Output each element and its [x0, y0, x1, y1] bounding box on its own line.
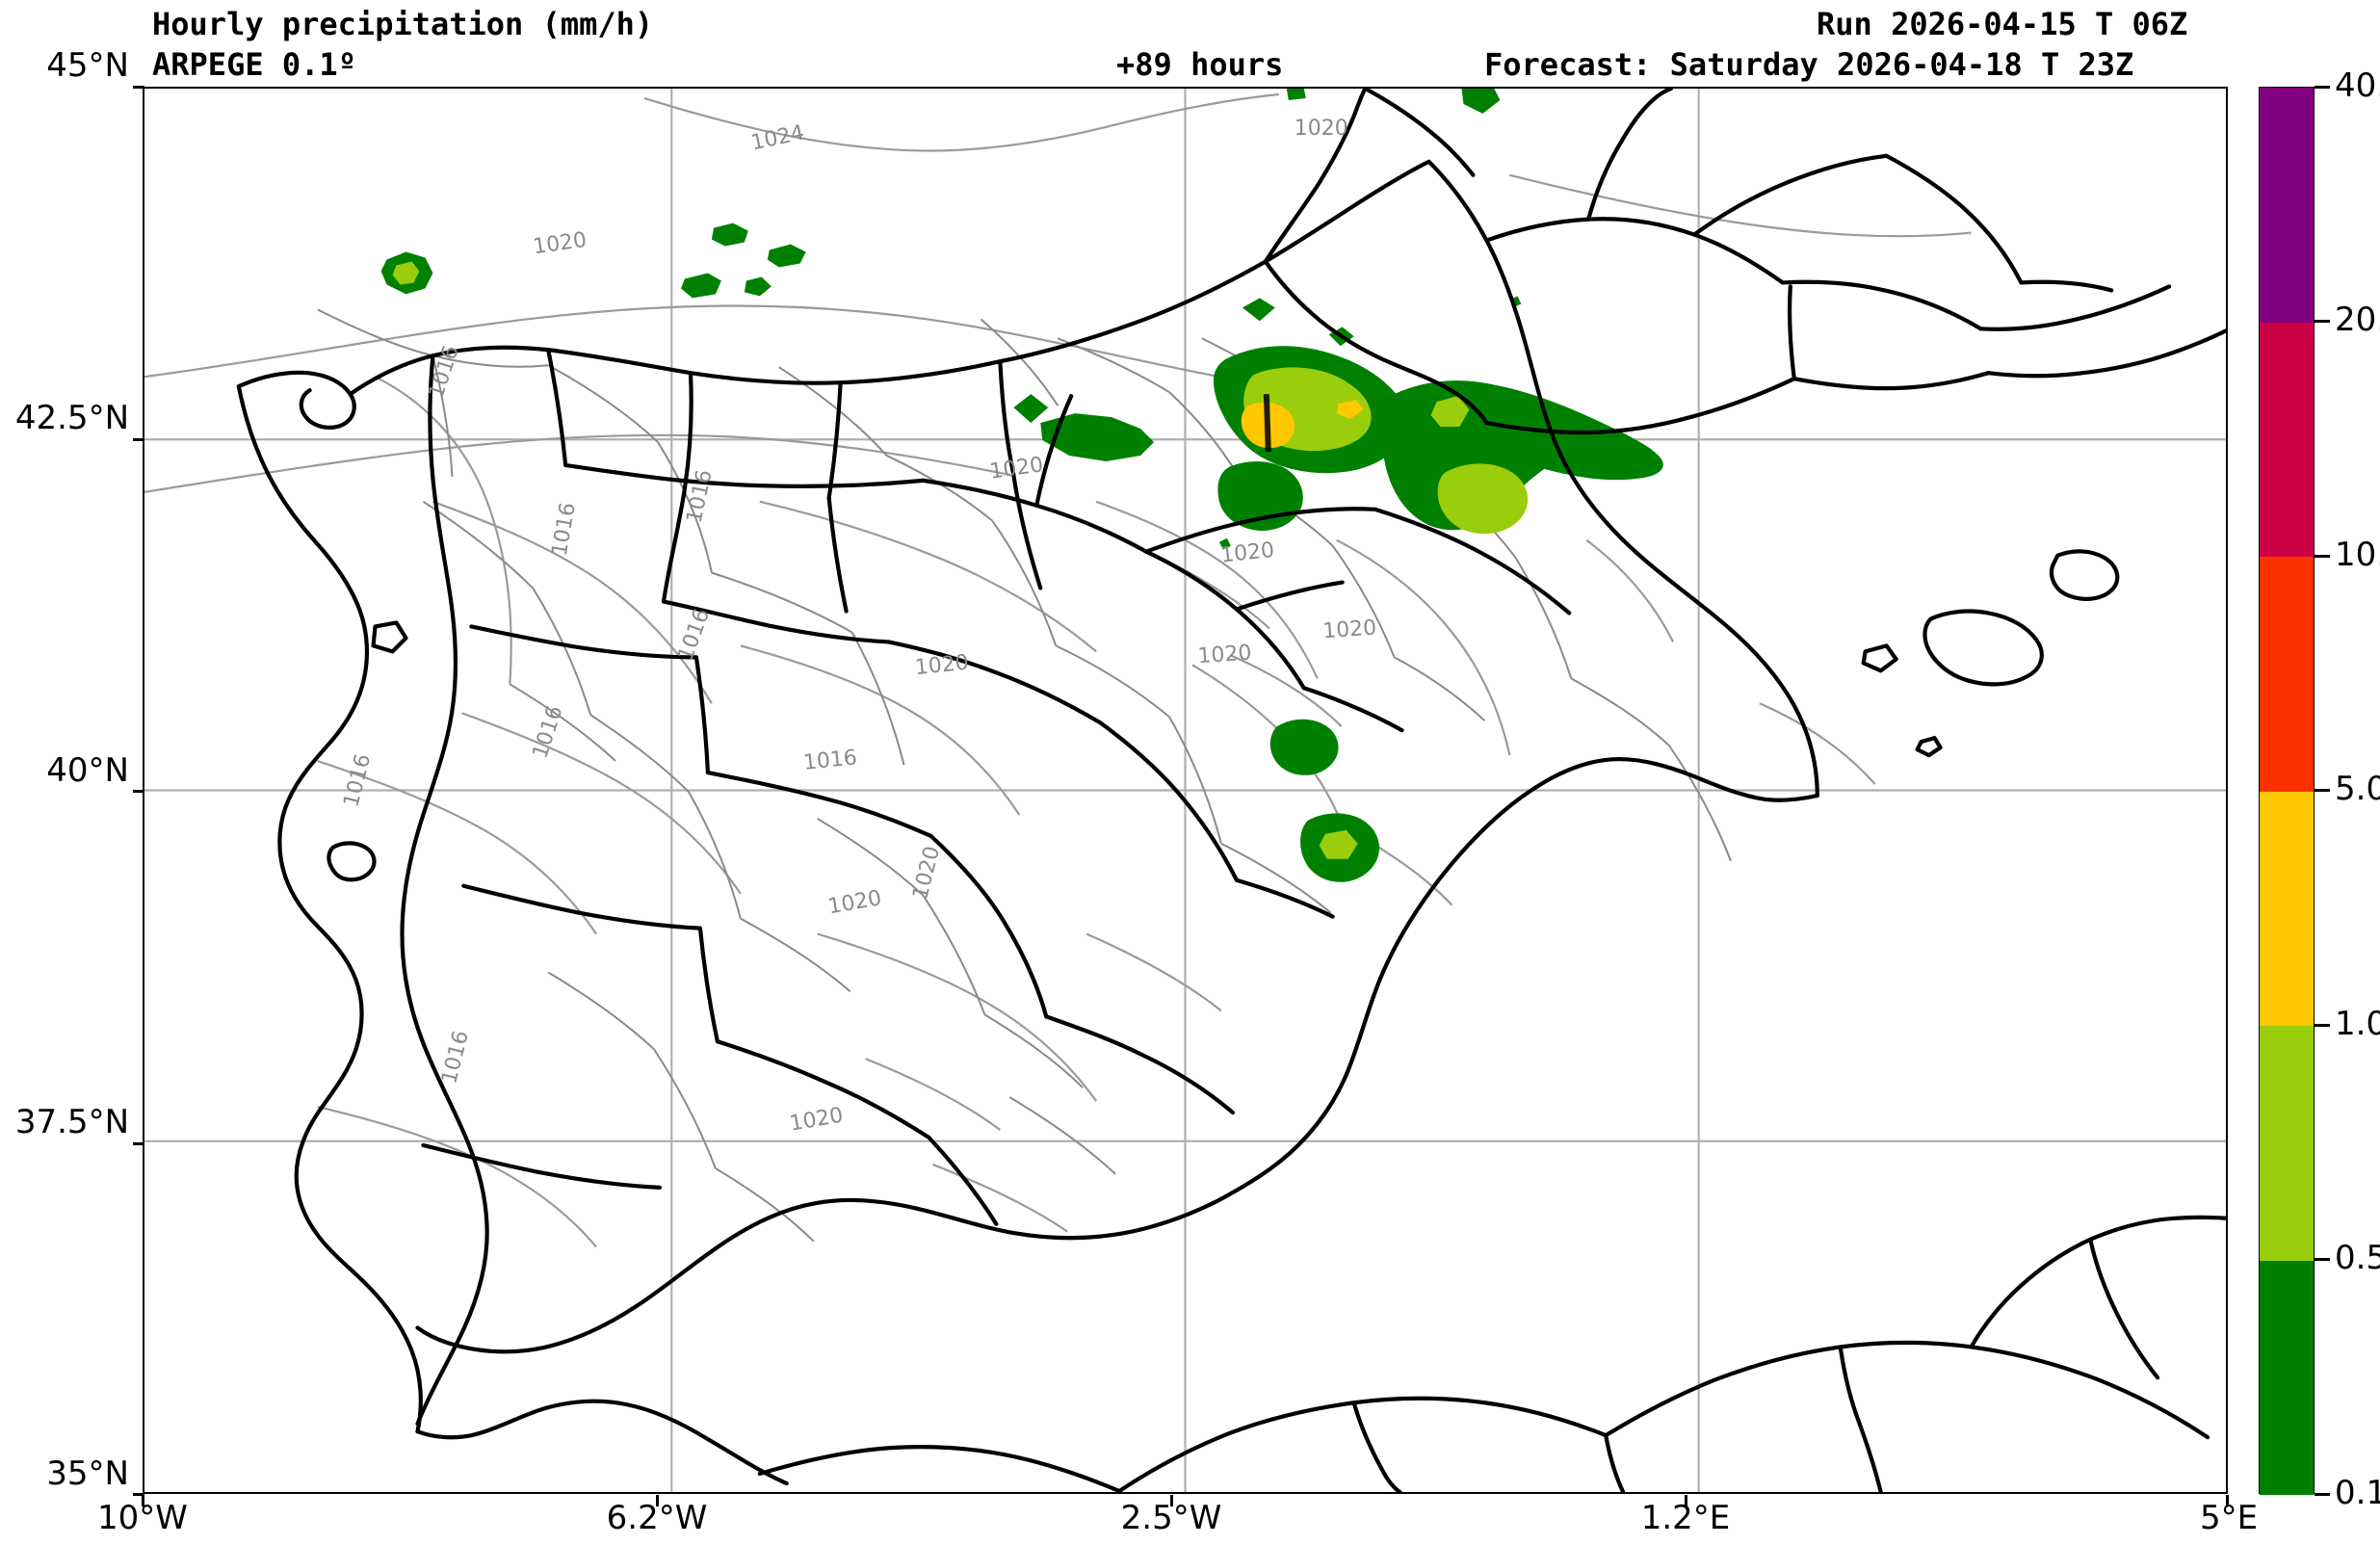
svg-text:1020: 1020	[988, 453, 1045, 484]
precip-region-0-5	[392, 261, 420, 285]
y-tick-mark-4	[133, 1493, 144, 1496]
precip-region-iber-0-1	[1269, 719, 1339, 775]
y-tick-mark-2	[133, 790, 144, 793]
svg-text:1020: 1020	[1295, 117, 1348, 141]
svg-text:1020: 1020	[914, 651, 970, 681]
colorbar-tick-1	[2315, 1024, 2330, 1027]
y-tick-mark-1	[133, 438, 144, 441]
precip-region-cant-c	[680, 273, 721, 299]
y-tick-label-2: 40°N	[46, 751, 129, 790]
svg-text:1016: 1016	[339, 751, 376, 809]
precip-region-pyr-n	[1242, 298, 1275, 322]
precip-region-aq2	[1286, 89, 1306, 100]
colorbar-tick-01	[2315, 1493, 2330, 1496]
precip-region-aquitaine	[1461, 89, 1501, 114]
svg-text:1016: 1016	[674, 606, 716, 665]
colorbar-label-10: 10.0	[2335, 536, 2380, 574]
colorbar-tick-40	[2315, 86, 2330, 89]
colorbar-tick-10	[2315, 555, 2330, 558]
precip-region-pyrW-1-0b	[1336, 400, 1364, 420]
colorbar-label-20: 20.0	[2335, 301, 2380, 339]
graticule	[144, 89, 2226, 1492]
colorbar-label-5: 5.0	[2335, 770, 2380, 808]
colorbar-label-1: 1.0	[2335, 1005, 2380, 1043]
svg-text:1016: 1016	[548, 501, 581, 558]
precip-region-cant-b	[767, 244, 806, 268]
precip-region-cant-a	[711, 223, 748, 247]
precip-region-cant-d	[744, 276, 772, 297]
colorbar-band-10-20	[2260, 322, 2314, 557]
colorbar-band-5-10	[2260, 557, 2314, 792]
colorbar-tick-05	[2315, 1258, 2330, 1261]
colorbar-tick-20	[2315, 320, 2330, 323]
precip-contours	[380, 89, 1663, 882]
svg-text:1016: 1016	[437, 1029, 474, 1087]
colorbar-band-01-05	[2260, 1260, 2314, 1495]
y-tick-label-4: 35°N	[46, 1454, 129, 1493]
coastline-borders	[236, 89, 2226, 1492]
province-boundaries	[317, 308, 1732, 1243]
run-label: Run 2026-04-15 T 06Z	[1817, 6, 2188, 42]
colorbar-band-20-40	[2260, 88, 2314, 323]
precip-region-pyrE-0-5	[1437, 463, 1529, 535]
y-tick-label-3: 37.5°N	[14, 1103, 129, 1141]
x-tick-label-4: 5°E	[2199, 1499, 2259, 1537]
precip-region-tiny-2	[1218, 537, 1231, 550]
colorbar[interactable]	[2259, 87, 2315, 1495]
svg-text:1020: 1020	[788, 1103, 845, 1136]
precip-region-ebro-band	[1040, 413, 1155, 461]
svg-text:1020: 1020	[1321, 616, 1376, 644]
y-tick-label-0: 45°N	[46, 46, 129, 85]
colorbar-label-40: 40.0	[2335, 66, 2380, 105]
svg-text:1020: 1020	[1197, 641, 1252, 668]
x-tick-mark-1	[656, 1495, 659, 1506]
isobar-labels: 1024 1020 1020 1016 1016 1016 1016 1020 …	[339, 117, 1377, 1137]
forecast-label: Forecast: Saturday 2026-04-18 T 23Z	[1484, 46, 2134, 83]
page-title: Hourly precipitation (mm/h)	[152, 6, 654, 42]
svg-text:1020: 1020	[1219, 538, 1275, 568]
svg-text:1020: 1020	[908, 844, 945, 902]
x-tick-mark-2	[1170, 1495, 1173, 1506]
x-tick-mark-3	[1685, 1495, 1687, 1506]
colorbar-band-05-1	[2260, 1026, 2314, 1261]
svg-text:1024: 1024	[749, 120, 807, 155]
y-tick-mark-0	[133, 86, 144, 89]
lead-time-label: +89 hours	[1116, 46, 1284, 83]
precip-region-val-0-5	[1319, 829, 1358, 859]
colorbar-tick-5	[2315, 789, 2330, 792]
svg-text:1020: 1020	[532, 228, 588, 260]
map-svg: 1024 1020 1020 1016 1016 1016 1016 1020 …	[144, 89, 2226, 1492]
y-tick-mark-3	[133, 1142, 144, 1145]
isobar-lines	[144, 92, 1972, 1248]
y-tick-label-1: 42.5°N	[14, 399, 129, 437]
colorbar-label-05: 0.5	[2335, 1239, 2380, 1277]
header: Hourly precipitation (mm/h) ARPEGE 0.1º …	[0, 0, 2380, 89]
colorbar-gradient	[2259, 87, 2315, 1495]
colorbar-band-1-5	[2260, 791, 2314, 1026]
x-tick-mark-0	[142, 1495, 144, 1506]
colorbar-label-01: 0.1	[2335, 1474, 2380, 1512]
svg-text:1016: 1016	[802, 746, 858, 775]
precip-region-pyrE-0-5b	[1430, 396, 1470, 428]
precip-region-ebro-diamond	[1013, 394, 1049, 424]
model-label: ARPEGE 0.1º	[152, 46, 356, 83]
svg-text:1020: 1020	[826, 886, 883, 919]
map-canvas[interactable]: 1024 1020 1020 1016 1016 1016 1016 1020 …	[143, 87, 2228, 1494]
x-tick-mark-4	[2226, 1495, 2229, 1506]
precip-region-pyrW-core	[1263, 394, 1271, 452]
